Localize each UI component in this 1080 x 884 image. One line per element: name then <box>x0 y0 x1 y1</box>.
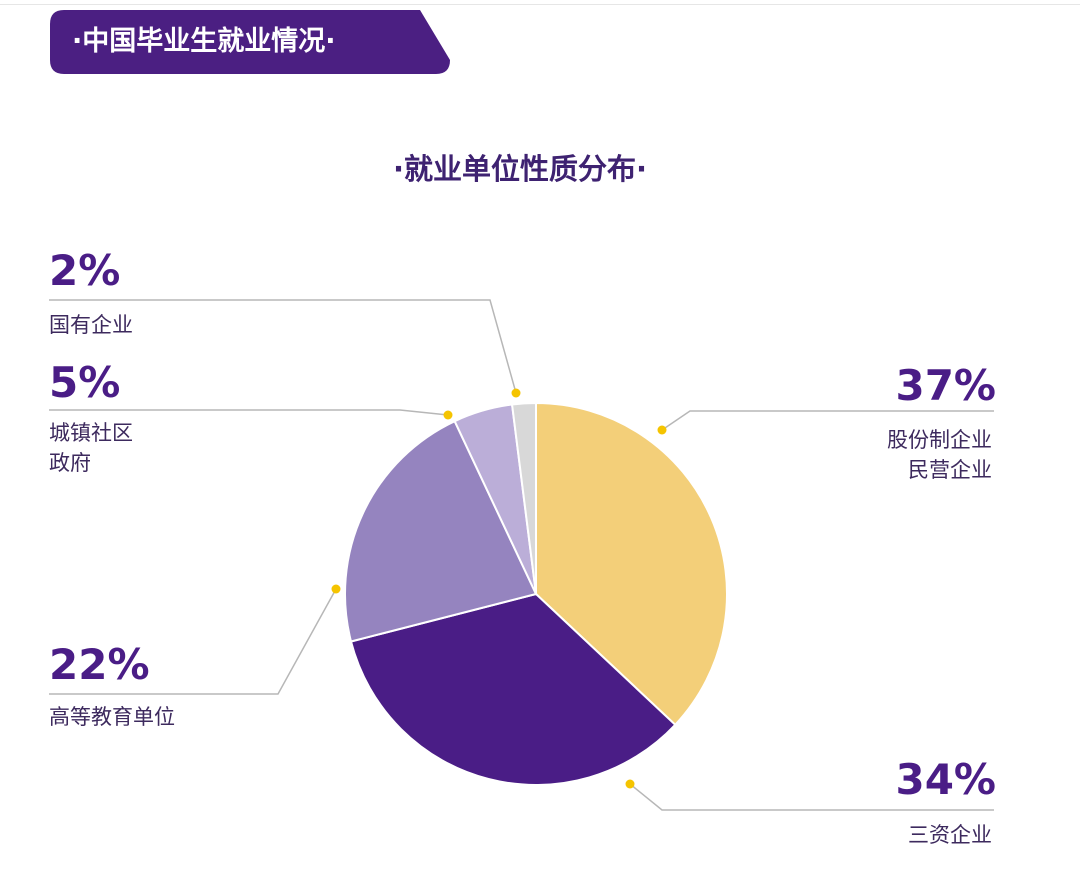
slice-label-higher-education: 22% <box>49 640 150 689</box>
leader-dot <box>331 584 341 594</box>
slice-category-state-owned: 国有企业 <box>49 313 133 337</box>
slice-category-government: 政府 <box>49 451 91 475</box>
slice-label-shareholding-private: 37% <box>895 361 996 410</box>
leader-line-community-government <box>49 409 449 416</box>
slice-category-community: 城镇社区 <box>49 421 133 445</box>
leader-line-shareholding-private <box>661 410 994 431</box>
leader-dot <box>625 779 635 789</box>
slice-label-foreign: 34% <box>895 755 996 804</box>
leader-dot <box>511 388 521 398</box>
top-divider <box>0 4 1080 5</box>
chart-title: ·就业单位性质分布· <box>392 152 648 186</box>
leader-line-foreign <box>629 783 994 811</box>
banner-shape <box>50 10 450 74</box>
slice-label-state-owned: 2% <box>49 246 121 295</box>
pie-slice-state-owned <box>510 401 537 595</box>
slice-category-private: 民营企业 <box>908 458 992 482</box>
slice-label-community-government: 5% <box>49 358 121 407</box>
leader-dot <box>657 425 667 435</box>
slice-category-foreign: 三资企业 <box>908 823 992 847</box>
slice-category-higher-education: 高等教育单位 <box>49 705 175 729</box>
leader-line-state-owned <box>49 299 517 394</box>
leader-dot <box>443 410 453 420</box>
pie-slice-shareholding-private <box>535 401 728 727</box>
pie-slice-higher-education <box>344 419 538 643</box>
leader-line-higher-education <box>49 588 337 695</box>
section-header-title: ·中国毕业生就业情况· <box>72 26 336 57</box>
section-header-banner: ·中国毕业生就业情况· <box>50 10 450 74</box>
slice-category-shareholding: 股份制企业 <box>887 428 992 452</box>
pie-slice-foreign <box>349 592 677 786</box>
